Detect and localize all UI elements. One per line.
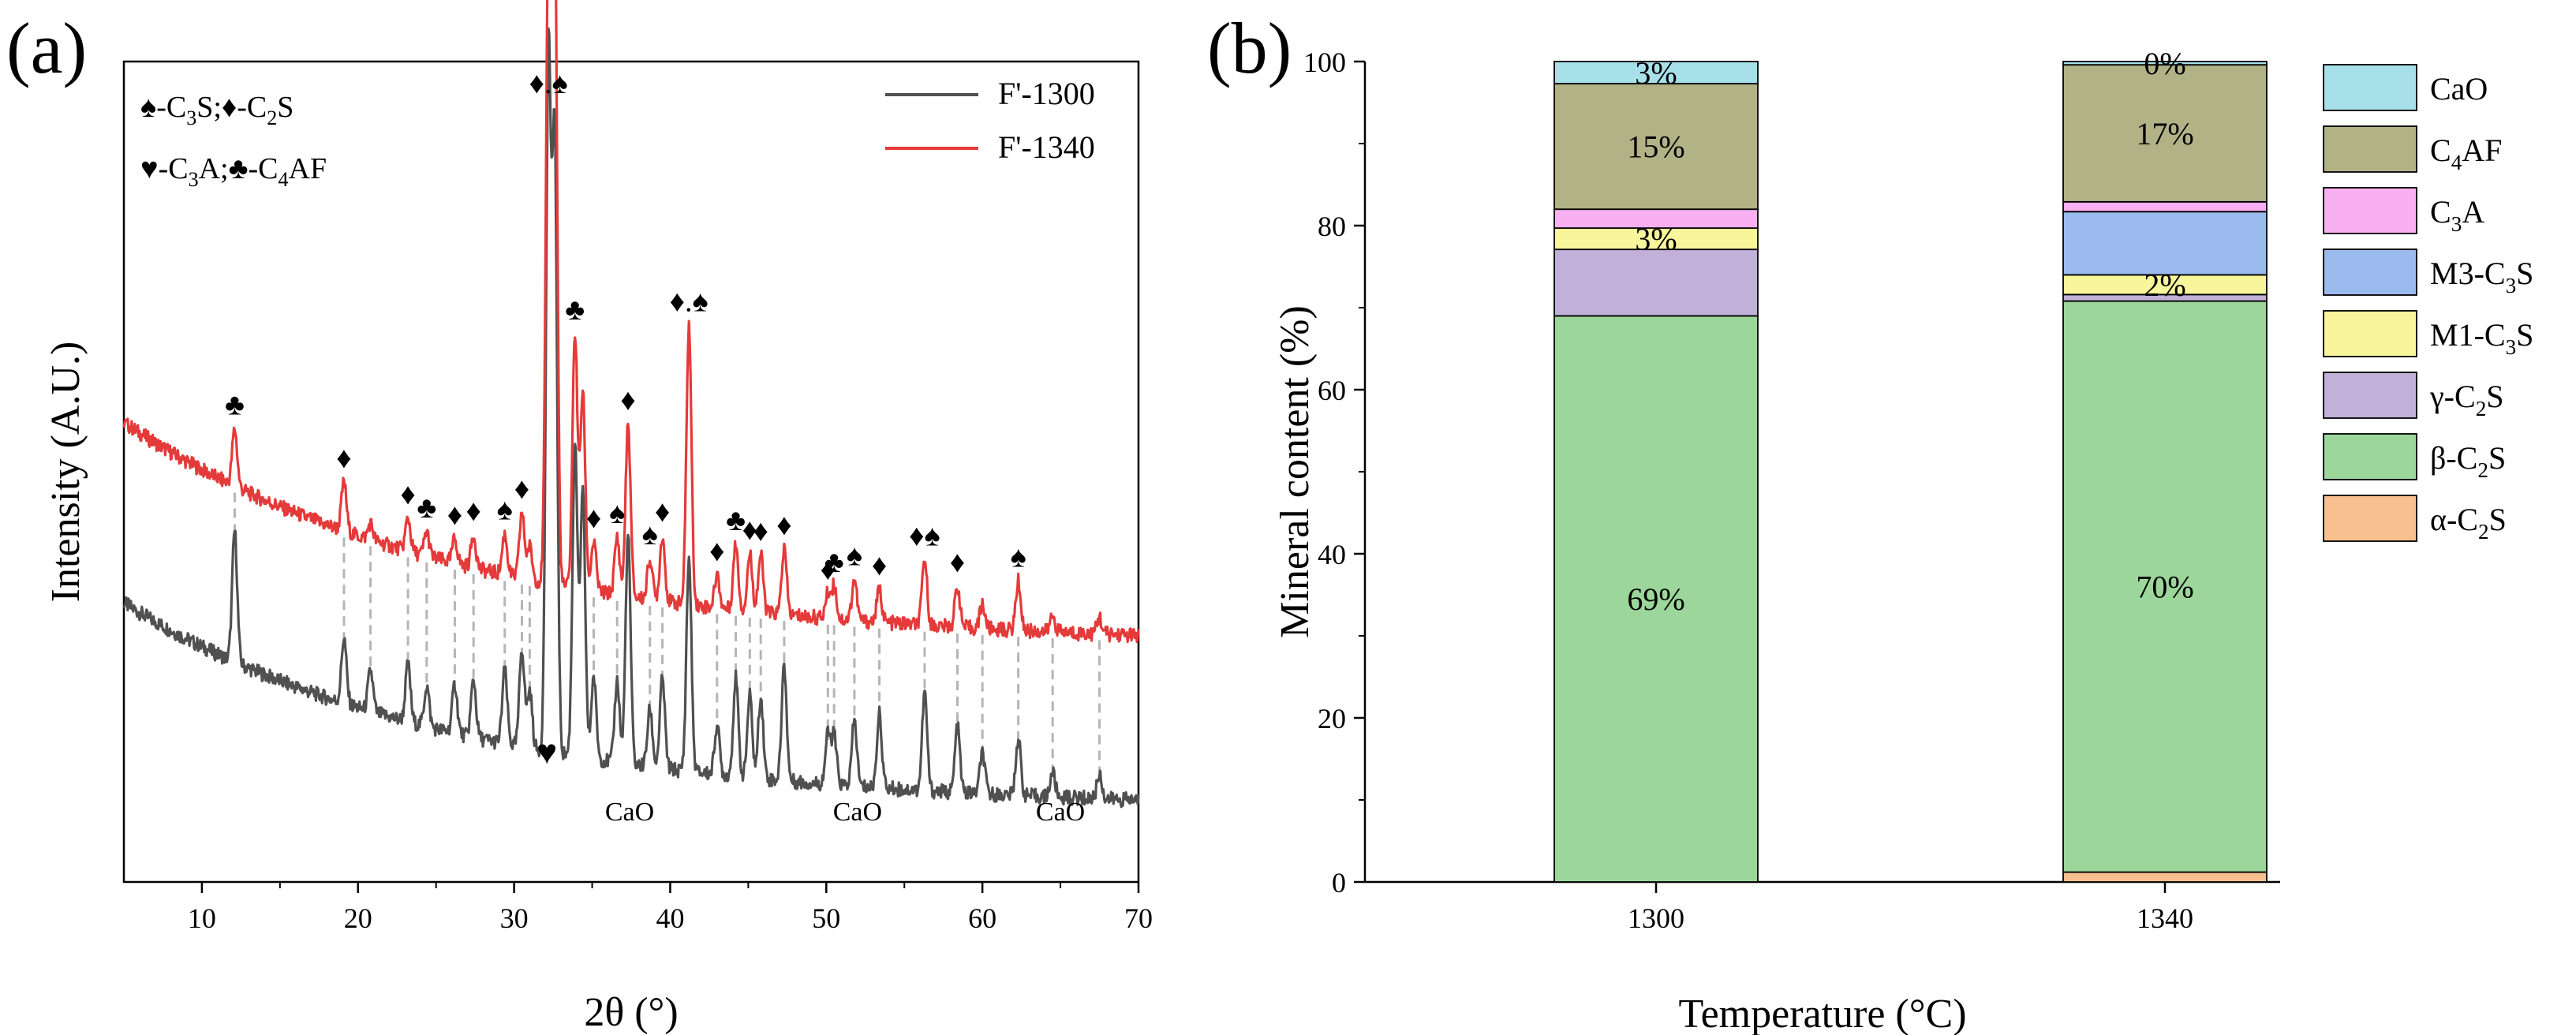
y-tick-label-b-3: 60 <box>1318 375 1346 406</box>
panel-label-a: (a) <box>6 8 87 88</box>
bar-1340-β-C₂S <box>2062 300 2268 873</box>
peak-label-0: ♣ <box>225 389 245 422</box>
peak-label-18: ♦ <box>655 495 670 529</box>
legend-swatch-b-3 <box>2323 248 2417 296</box>
bar-label-1300-C₄AF: 15% <box>1627 129 1684 165</box>
bar-1340-C₃A <box>2062 200 2268 213</box>
panel-b-stacked-bar-chart: (b) 0 20 40 60 80 100 1300 1340 Temperature (°C) M… <box>1207 8 2533 1035</box>
x-tick-label-a-2: 30 <box>500 902 529 934</box>
x-axis-label-b: Temperature (°C) <box>1678 992 1966 1035</box>
peak-label-29: ♦♠ <box>909 519 940 552</box>
bar-1300-γ-C₂S <box>1553 248 1759 317</box>
legend-label-b-5: γ-C2S <box>2429 379 2504 420</box>
peak-label-12: ♣ <box>565 293 585 327</box>
peak-label-23: ♦ <box>753 514 768 547</box>
x-tick-label-a-0: 10 <box>188 902 216 934</box>
annotation-1: CaO <box>605 798 654 827</box>
peak-label-22: ♦ <box>742 514 757 547</box>
peak-label-25: ♦ <box>821 554 836 587</box>
peak-label-1: ♦ <box>336 442 351 475</box>
x-axis-label-a: 2θ (°) <box>584 990 678 1035</box>
peak-label-30: ♦ <box>950 546 965 579</box>
peak-label-10: ♦.♠ <box>529 67 568 100</box>
peak-label-3: ♦ <box>400 478 415 511</box>
plot-frame-a <box>122 60 1140 884</box>
peak-label-8: ♦ <box>514 473 529 506</box>
legend-swatch-b-7 <box>2323 495 2417 542</box>
peak-label-6: ♦ <box>465 495 480 528</box>
legend-label-b-4: M1-C3S <box>2430 317 2533 359</box>
y-tick-label-b-4: 80 <box>1318 211 1346 242</box>
bar-1340-M1-C₃S <box>2062 274 2268 296</box>
bar-1340-C₄AF <box>2062 64 2268 203</box>
x-tick-label-a-3: 40 <box>656 902 684 934</box>
x-tick-label-a-4: 50 <box>812 902 840 934</box>
legend-label-b-0: CaO <box>2430 71 2488 106</box>
legend-label-0: F'-1300 <box>998 76 1095 111</box>
legend-swatch-b-2 <box>2323 187 2417 234</box>
y-tick-label-b-0: 0 <box>1332 867 1346 899</box>
peak-label-17: ♠ <box>642 518 658 551</box>
peak-label-27: ♠ <box>847 539 862 572</box>
x-tick-label-a-5: 60 <box>968 902 996 934</box>
legend-label-b-7: α-C2S <box>2430 502 2507 544</box>
legend-swatch-b-4 <box>2323 310 2417 357</box>
peak-label-21: ♣ <box>726 504 746 537</box>
legend-label-b-1: C4AF <box>2430 133 2502 174</box>
peak-label-32: ♠ <box>1011 541 1026 574</box>
bar-label-1300-β-C₂S: 69% <box>1627 581 1684 617</box>
peak-label-28: ♦ <box>872 549 887 582</box>
bar-1300-β-C₂S <box>1553 315 1759 883</box>
peak-label-7: ♠ <box>497 494 513 527</box>
symbol-key-line-1: ♠-C3S;♦-C2S <box>140 91 293 129</box>
peak-label-16: ♦ <box>620 384 635 417</box>
peak-label-5: ♦ <box>447 499 462 532</box>
y-axis-label-a: Intensity (A.U.) <box>43 342 88 603</box>
peak-label-26: ♣ <box>824 546 844 579</box>
x-tick-label-b-0: 1300 <box>1628 902 1684 934</box>
x-tick-label-b-1: 1340 <box>2137 902 2193 934</box>
x-tick-label-a-6: 70 <box>1124 902 1153 934</box>
peak-label-4: ♣ <box>417 491 436 525</box>
legend-label-1: F'-1340 <box>998 129 1095 165</box>
bar-label-1340-C₄AF: 17% <box>2136 116 2193 151</box>
xrd-line-F'-1340 <box>122 0 1140 644</box>
y-tick-label-b-1: 20 <box>1318 703 1346 734</box>
peak-label-24: ♦ <box>776 509 791 542</box>
xrd-line-F'-1300 <box>122 27 1140 809</box>
legend-swatch-b-0 <box>2323 64 2417 111</box>
legend-label-b-2: C3A <box>2430 194 2484 236</box>
y-axis-label-b: Mineral content (%) <box>1273 305 1318 638</box>
annotation-0: ♥ <box>537 733 557 772</box>
symbol-key-line-2: ♥-C3A;♣-C4AF <box>140 152 327 191</box>
bar-label-1340-CaO: 0% <box>2144 46 2185 81</box>
annotation-2: CaO <box>833 798 882 827</box>
bar-label-1300-CaO: 3% <box>1635 55 1677 91</box>
legend-swatch-b-6 <box>2323 433 2417 480</box>
bar-1300-C₃A <box>1553 208 1759 230</box>
bar-1300-CaO <box>1553 61 1759 84</box>
legend-swatch-b-1 <box>2323 125 2417 173</box>
legend-label-b-6: β-C2S <box>2430 440 2506 482</box>
bar-1340-α-C₂S <box>2062 871 2268 883</box>
bar-1340-M3-C₃S <box>2062 211 2268 276</box>
y-tick-label-b-5: 100 <box>1303 47 1346 78</box>
y-tick-label-b-2: 40 <box>1318 539 1346 570</box>
bar-1340-CaO <box>2062 61 2268 66</box>
peak-label-20: ♦ <box>709 535 724 568</box>
annotation-3: CaO <box>1036 798 1085 827</box>
bar-1300-C₄AF <box>1553 83 1759 211</box>
panel-label-b: (b) <box>1207 8 1292 88</box>
peak-label-15: ♠ <box>609 497 625 530</box>
x-tick-label-a-1: 20 <box>344 902 372 934</box>
peak-label-14: ♦ <box>586 502 601 535</box>
legend-label-b-3: M3-C3S <box>2430 256 2533 297</box>
peak-label-19: ♦.♠ <box>670 286 708 319</box>
legend-swatch-b-5 <box>2323 372 2417 419</box>
panel-a-xrd-chart: (a) 10 20 30 40 50 60 70 2θ (°) Intensity (A.U.) ♣… <box>6 0 1153 1035</box>
bar-label-1340-β-C₂S: 70% <box>2136 570 2193 605</box>
